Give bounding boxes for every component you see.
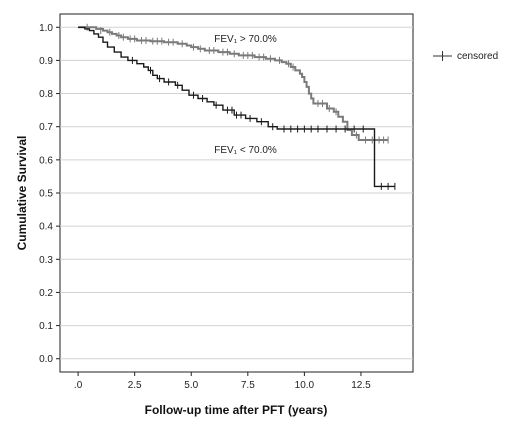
x-tick-label: 2.5	[128, 380, 142, 391]
series-annotation: FEV₁ > 70.0%	[214, 34, 277, 45]
y-tick-label: 0.5	[39, 189, 53, 200]
y-tick-label: 0.8	[39, 89, 53, 100]
y-tick-label: 0.4	[39, 222, 53, 233]
legend: censored	[433, 51, 498, 62]
x-tick-label: 5.0	[184, 380, 198, 391]
survival-step-line	[78, 26, 395, 188]
series-group	[78, 23, 396, 190]
y-tick-label: 0.0	[39, 354, 53, 365]
annotations: FEV₁ > 70.0% FEV₁ < 70.0%	[214, 34, 277, 156]
x-tick-label: 7.5	[241, 380, 255, 391]
y-tick-label: 0.2	[39, 288, 53, 299]
y-tick-label: 0.1	[39, 321, 53, 332]
gridlines	[60, 26, 413, 360]
x-axis-label: Follow-up time after PFT (years)	[145, 403, 328, 417]
x-tick-label: .0	[74, 380, 83, 391]
x-tick-label: 12.5	[351, 380, 371, 391]
series-1	[78, 23, 389, 144]
series-annotation: FEV₁ < 70.0%	[214, 145, 277, 156]
legend-censored-label: censored	[457, 51, 498, 62]
y-tick-label: 0.7	[39, 122, 53, 133]
y-tick-label: 0.3	[39, 255, 53, 266]
y-axis-ticks: 0.0 0.1 0.2 0.3 0.4 0.5 0.6 0.7 0.8 0.9 1.0	[39, 23, 60, 365]
x-axis-ticks: .0 2.5 5.0 7.5 10.0 12.5	[74, 372, 371, 391]
series-2	[78, 26, 396, 190]
y-tick-label: 1.0	[39, 23, 53, 34]
y-tick-label: 0.6	[39, 155, 53, 166]
y-tick-label: 0.9	[39, 56, 53, 67]
survival-step-line	[78, 26, 389, 141]
y-axis-label: Cumulative Survival	[15, 136, 29, 251]
x-tick-label: 10.0	[295, 380, 315, 391]
